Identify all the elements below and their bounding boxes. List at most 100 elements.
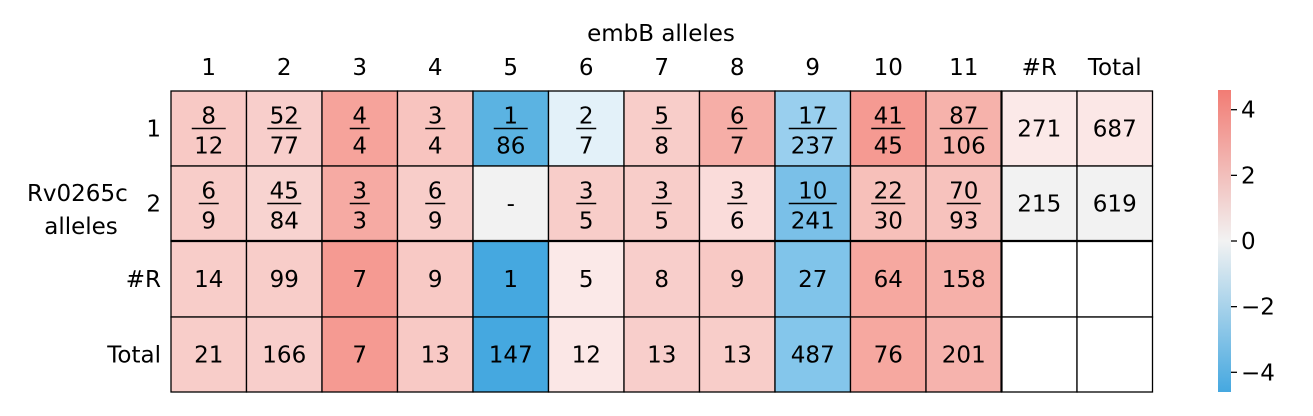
cell-value: 13 — [421, 343, 450, 369]
heatmap-cell: 158 — [925, 240, 1003, 318]
heatmap-cell-fill — [547, 240, 625, 318]
cell-value: 487 — [791, 343, 835, 369]
heatmap-cell: 9 — [698, 240, 776, 318]
cell-denominator: 9 — [428, 209, 443, 235]
column-label: 9 — [805, 55, 820, 81]
column-label: 5 — [503, 55, 518, 81]
heatmap-cell: 67 — [698, 90, 776, 167]
column-label: 4 — [428, 55, 443, 81]
heatmap-cell-fill — [472, 316, 550, 393]
cell-numerator: 5 — [654, 104, 669, 130]
cell-value: 21 — [194, 343, 223, 369]
cell-value: - — [507, 192, 515, 218]
column-label: 6 — [579, 55, 594, 81]
cell-value: 687 — [1093, 117, 1137, 143]
cell-value: 12 — [572, 343, 601, 369]
cell-denominator: 3 — [352, 209, 367, 235]
cell-value: 166 — [262, 343, 306, 369]
heatmap-cell: 8 — [623, 240, 701, 318]
cell-value: 64 — [874, 267, 903, 293]
column-label: 2 — [277, 55, 292, 81]
cell-numerator: 3 — [654, 179, 669, 205]
cell-denominator: 6 — [730, 209, 745, 235]
cell-numerator: 70 — [949, 179, 978, 205]
cell-denominator: 237 — [791, 134, 835, 160]
cell-value: 99 — [270, 267, 299, 293]
cell-denominator: 7 — [730, 134, 745, 160]
cell-value: 158 — [942, 267, 986, 293]
heatmap-cell-fill — [698, 316, 776, 393]
heatmap-cell: 99 — [245, 240, 323, 318]
cell-numerator: 1 — [503, 104, 518, 130]
column-label: Total — [1087, 55, 1142, 81]
cell-numerator: 2 — [579, 104, 594, 130]
cell-denominator: 5 — [654, 209, 669, 235]
heatmap-cell-fill — [1076, 316, 1154, 393]
cell-numerator: 3 — [352, 179, 367, 205]
cell-denominator: 84 — [270, 209, 299, 235]
cell-denominator: 45 — [874, 134, 903, 160]
y-axis-label-line1: Rv0265c — [27, 181, 128, 207]
cell-numerator: 6 — [730, 104, 745, 130]
heatmap-cell-fill — [849, 316, 927, 393]
heatmap-cell: - — [472, 165, 550, 242]
heatmap-cell: 201 — [925, 316, 1003, 393]
heatmap-cell — [1000, 316, 1078, 393]
colorbar-tick-label: 2 — [1241, 163, 1256, 189]
heatmap-cell: 166 — [245, 316, 323, 393]
cell-numerator: 6 — [201, 179, 216, 205]
heatmap-cell: 44 — [321, 90, 399, 167]
cell-numerator: 41 — [874, 104, 903, 130]
heatmap-cell: 13 — [698, 316, 776, 393]
cell-value: 7 — [352, 343, 367, 369]
heatmap-cell: 35 — [547, 165, 625, 242]
cell-value: 27 — [798, 267, 827, 293]
cell-numerator: 17 — [798, 104, 827, 130]
row-label: #R — [126, 267, 161, 293]
heatmap-cell-fill — [472, 240, 550, 318]
heatmap-cell: 21 — [170, 316, 248, 393]
column-label: 3 — [352, 55, 367, 81]
heatmap-cell-fill — [623, 316, 701, 393]
heatmap-cell: 14 — [170, 240, 248, 318]
cell-value: 7 — [352, 267, 367, 293]
cell-numerator: 45 — [270, 179, 299, 205]
cell-value: 619 — [1093, 192, 1137, 218]
cell-value: 14 — [194, 267, 223, 293]
heatmap-cell-fill — [245, 316, 323, 393]
cell-numerator: 3 — [428, 104, 443, 130]
cell-value: 9 — [428, 267, 443, 293]
heatmap-cell: 36 — [698, 165, 776, 242]
colorbar: 4 2 0 −2 −4 — [1218, 90, 1275, 392]
heatmap-cell-fill — [1000, 316, 1078, 393]
y-axis-label: Rv0265c alleles — [27, 181, 135, 240]
y-axis-label-line2: alleles — [44, 214, 118, 240]
heatmap-cell: 487 — [774, 316, 852, 393]
cell-numerator: 6 — [428, 179, 443, 205]
row-label: 1 — [146, 117, 161, 143]
heatmap-cell: 9 — [396, 240, 474, 318]
cell-denominator: 12 — [194, 134, 223, 160]
heatmap-cell — [1076, 316, 1154, 393]
heatmap-cell: 69 — [396, 165, 474, 242]
heatmap-cell: 687 — [1076, 90, 1154, 167]
colorbar-tick-label: 4 — [1241, 98, 1256, 124]
heatmap-cell: 812 — [170, 90, 248, 167]
heatmap-cell: 619 — [1076, 165, 1154, 242]
heatmap-cell: 7 — [321, 316, 399, 393]
cell-numerator: 3 — [579, 179, 594, 205]
heatmap-cell-fill — [925, 240, 1003, 318]
cell-denominator: 4 — [428, 134, 443, 160]
cell-denominator: 5 — [579, 209, 594, 235]
column-label: 11 — [949, 55, 978, 81]
cell-value: 147 — [489, 343, 533, 369]
cell-denominator: 106 — [942, 134, 986, 160]
heatmap-cell-fill — [170, 316, 248, 393]
heatmap-cell: 1 — [472, 240, 550, 318]
column-labels: 1 2 3 4 5 6 7 8 9 10 11 #R Total — [201, 55, 1141, 81]
